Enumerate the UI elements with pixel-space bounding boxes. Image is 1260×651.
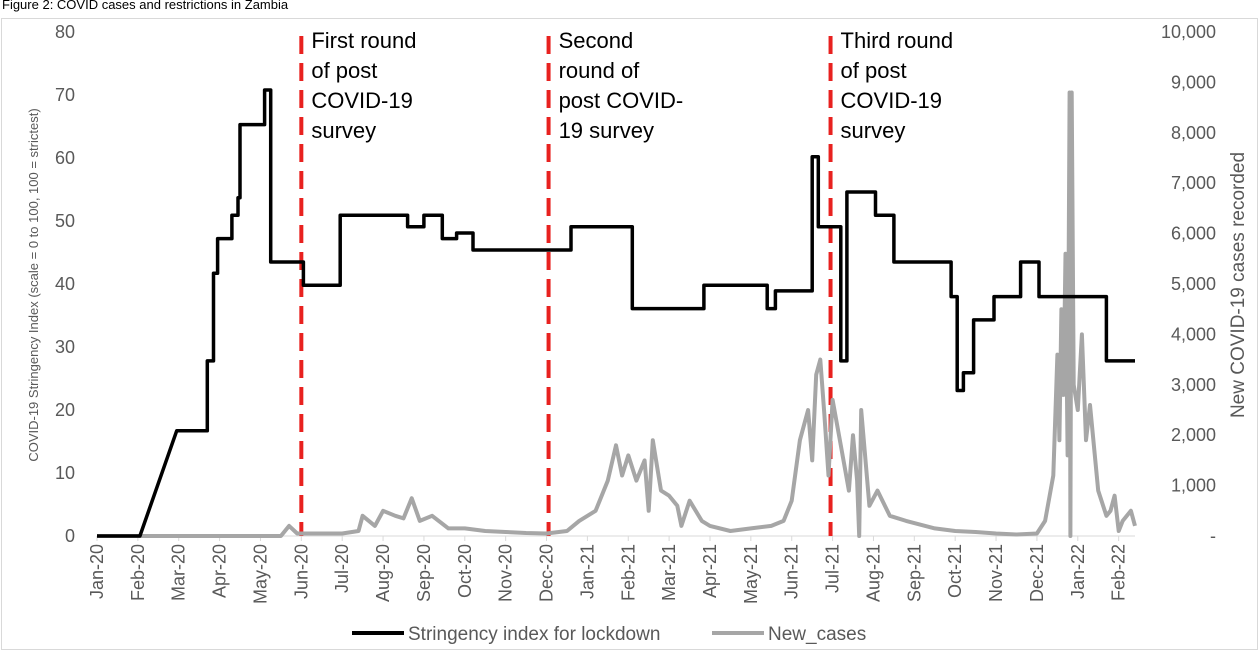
y2-tick-label: 4,000: [1171, 324, 1216, 344]
x-tick-label: Feb-22: [1109, 544, 1129, 601]
x-tick-label: Feb-20: [128, 544, 148, 601]
annotation-text: COVID-19: [311, 88, 412, 113]
y-axis-title: COVID-19 Stringency Index (scale = 0 to …: [26, 108, 41, 461]
x-tick-label: Nov-20: [496, 544, 516, 602]
annotation-text: First round: [311, 28, 416, 53]
y2-tick-label: 8,000: [1171, 123, 1216, 143]
y2-tick-label: 6,000: [1171, 224, 1216, 244]
y2-tick-label: 3,000: [1171, 375, 1216, 395]
x-tick-label: Jun-21: [782, 544, 802, 599]
y-tick-label: 60: [55, 148, 75, 168]
annotation-text: COVID-19: [841, 88, 942, 113]
legend-label: New_cases: [768, 624, 866, 645]
x-tick-label: Oct-21: [945, 544, 965, 598]
legend-label: Stringency index for lockdown: [408, 624, 660, 645]
series-line: [97, 90, 1137, 538]
x-tick-label: Jul-20: [332, 544, 352, 593]
x-tick-label: May-21: [741, 544, 761, 604]
chart-frame: [1, 18, 1258, 650]
x-tick-label: Dec-21: [1027, 544, 1047, 602]
y2-axis-title: New COVID-19 cases recorded: [1228, 152, 1249, 418]
x-tick-label: Oct-20: [455, 544, 475, 598]
y2-tick-label: 5,000: [1171, 274, 1216, 294]
x-tick-label: Apr-21: [700, 544, 720, 598]
y2-tick-label: 10,000: [1161, 22, 1216, 42]
y2-tick-label: 7,000: [1171, 173, 1216, 193]
x-tick-label: Aug-20: [373, 544, 393, 602]
y2-tick-label: 2,000: [1171, 425, 1216, 445]
annotation-text: of post: [841, 58, 907, 83]
x-tick-label: Mar-21: [659, 544, 679, 601]
x-tick-label: Sep-21: [904, 544, 924, 602]
x-tick-label: Dec-20: [537, 544, 557, 602]
x-tick-label: May-20: [250, 544, 270, 604]
y2-tick-label: 1,000: [1171, 476, 1216, 496]
x-tick-label: Sep-20: [414, 544, 434, 602]
x-tick-label: Jul-21: [823, 544, 843, 593]
annotation-text: of post: [311, 58, 377, 83]
annotation-text: Third round: [841, 28, 954, 53]
y-tick-label: 40: [55, 274, 75, 294]
series-line: [97, 88, 1135, 538]
x-tick-label: Mar-20: [169, 544, 189, 601]
x-tick-label: Aug-21: [863, 544, 883, 602]
y-tick-label: 20: [55, 400, 75, 420]
annotation-text: post COVID-: [559, 88, 684, 113]
x-tick-label: Apr-20: [210, 544, 230, 598]
y-tick-label: 80: [55, 22, 75, 42]
x-tick-label: Jan-21: [577, 544, 597, 599]
x-tick-label: Jun-20: [291, 544, 311, 599]
annotation-text: round of: [559, 58, 641, 83]
y2-tick-label: 9,000: [1171, 72, 1216, 92]
x-tick-label: Jan-20: [87, 544, 107, 599]
x-tick-label: Nov-21: [986, 544, 1006, 602]
annotation-text: 19 survey: [559, 118, 654, 143]
y-tick-label: 0: [65, 526, 75, 546]
y2-tick-label: -: [1210, 526, 1216, 546]
annotation-text: Second: [559, 28, 634, 53]
y-tick-label: 50: [55, 211, 75, 231]
x-tick-label: Jan-22: [1068, 544, 1088, 599]
x-tick-label: Feb-21: [618, 544, 638, 601]
annotation-text: survey: [841, 118, 906, 143]
annotation-text: survey: [311, 118, 376, 143]
y-tick-label: 70: [55, 85, 75, 105]
y-tick-label: 30: [55, 337, 75, 357]
y-tick-label: 10: [55, 463, 75, 483]
chart-title: Figure 2: COVID cases and restrictions i…: [2, 0, 289, 12]
